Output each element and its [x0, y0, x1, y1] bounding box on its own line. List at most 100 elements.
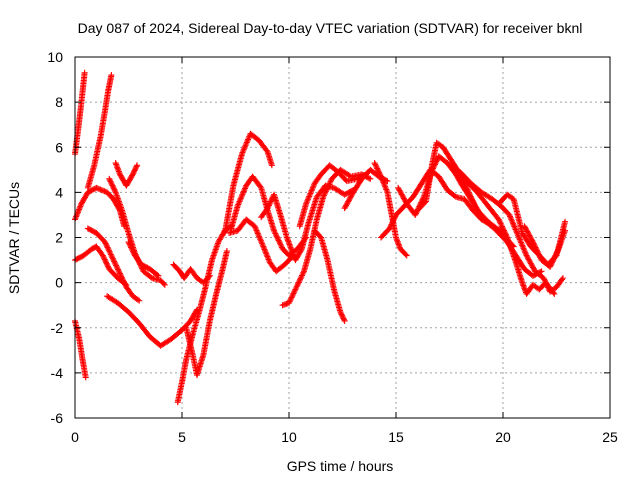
data-point [131, 167, 138, 174]
data-point [293, 283, 300, 290]
data-point [533, 247, 540, 254]
data-point [347, 194, 354, 201]
data-point [348, 193, 355, 200]
data-point [535, 251, 542, 258]
series-pass-aa [463, 178, 558, 297]
data-point [386, 225, 393, 232]
data-point [263, 252, 270, 259]
data-point [120, 277, 127, 284]
data-point [296, 278, 303, 285]
data-point [463, 183, 470, 190]
data-point [305, 194, 312, 201]
data-point [109, 182, 116, 189]
data-point [528, 236, 535, 243]
data-point [400, 195, 407, 202]
x-tick-label: 0 [71, 429, 79, 445]
data-point [375, 168, 382, 175]
data-point [499, 223, 506, 230]
data-point [111, 186, 118, 193]
data-point [261, 246, 268, 253]
data-point [553, 251, 560, 258]
data-point [292, 286, 299, 293]
data-point [297, 276, 304, 283]
data-point [266, 201, 273, 208]
data-point [421, 199, 428, 206]
data-point [103, 243, 110, 250]
x-tick-label: 5 [178, 429, 186, 445]
data-point [517, 238, 524, 245]
data-point [529, 263, 536, 270]
data-point [120, 278, 127, 285]
data-point [343, 201, 350, 208]
data-point [402, 251, 409, 258]
data-point [521, 223, 528, 230]
data-point [551, 255, 558, 262]
data-point [402, 198, 409, 205]
data-point [522, 224, 529, 231]
data-point [103, 260, 110, 267]
data-point [295, 279, 302, 286]
data-point [260, 243, 267, 250]
data-point [367, 175, 374, 182]
data-point [551, 290, 558, 297]
data-point [383, 187, 390, 194]
x-tick-label: 20 [495, 429, 511, 445]
y-tick-label: 10 [47, 49, 63, 65]
data-point [534, 248, 541, 255]
data-point [451, 192, 458, 199]
data-point [97, 186, 104, 193]
series-pass-s [296, 162, 370, 230]
data-point [107, 251, 114, 258]
data-point [465, 189, 472, 196]
data-point [126, 241, 133, 248]
data-point [376, 169, 383, 176]
data-point [106, 248, 113, 255]
data-point [76, 206, 83, 213]
data-point [109, 255, 116, 262]
y-tick-label: -4 [51, 365, 64, 381]
data-point [464, 186, 471, 193]
data-point [524, 228, 531, 235]
data-point [101, 188, 108, 195]
data-point [499, 224, 506, 231]
data-point [94, 185, 101, 192]
chart-title: Day 087 of 2024, Sidereal Day-to-day VTE… [78, 20, 583, 36]
data-point [469, 196, 476, 203]
data-point [530, 265, 537, 272]
data-point [117, 271, 124, 278]
data-point [133, 163, 140, 170]
data-point [260, 244, 267, 251]
data-point [341, 205, 348, 212]
data-point [155, 272, 162, 279]
data-point [547, 262, 554, 269]
series-pass-q [258, 182, 357, 264]
x-tick-label: 25 [602, 429, 618, 445]
data-point [103, 259, 110, 266]
data-point [527, 235, 534, 242]
data-point [462, 182, 469, 189]
data-point [240, 189, 247, 196]
data-point [391, 215, 398, 222]
data-point [262, 247, 269, 254]
data-point [102, 257, 109, 264]
data-point [346, 195, 353, 202]
data-point [529, 239, 536, 246]
data-point [326, 180, 333, 187]
data-point [291, 289, 298, 296]
data-point [412, 210, 419, 217]
data-point [378, 173, 385, 180]
data-point [502, 230, 509, 237]
data-point [126, 240, 133, 247]
data-point [274, 234, 281, 241]
data-point [154, 271, 161, 278]
data-point [525, 231, 532, 238]
data-point [74, 209, 81, 216]
data-point [535, 250, 542, 257]
data-point [271, 229, 278, 236]
data-point [271, 227, 278, 234]
data-point [118, 274, 125, 281]
data-point [472, 203, 479, 210]
data-point [113, 263, 120, 270]
data-point [276, 238, 283, 245]
data-point [295, 280, 302, 287]
